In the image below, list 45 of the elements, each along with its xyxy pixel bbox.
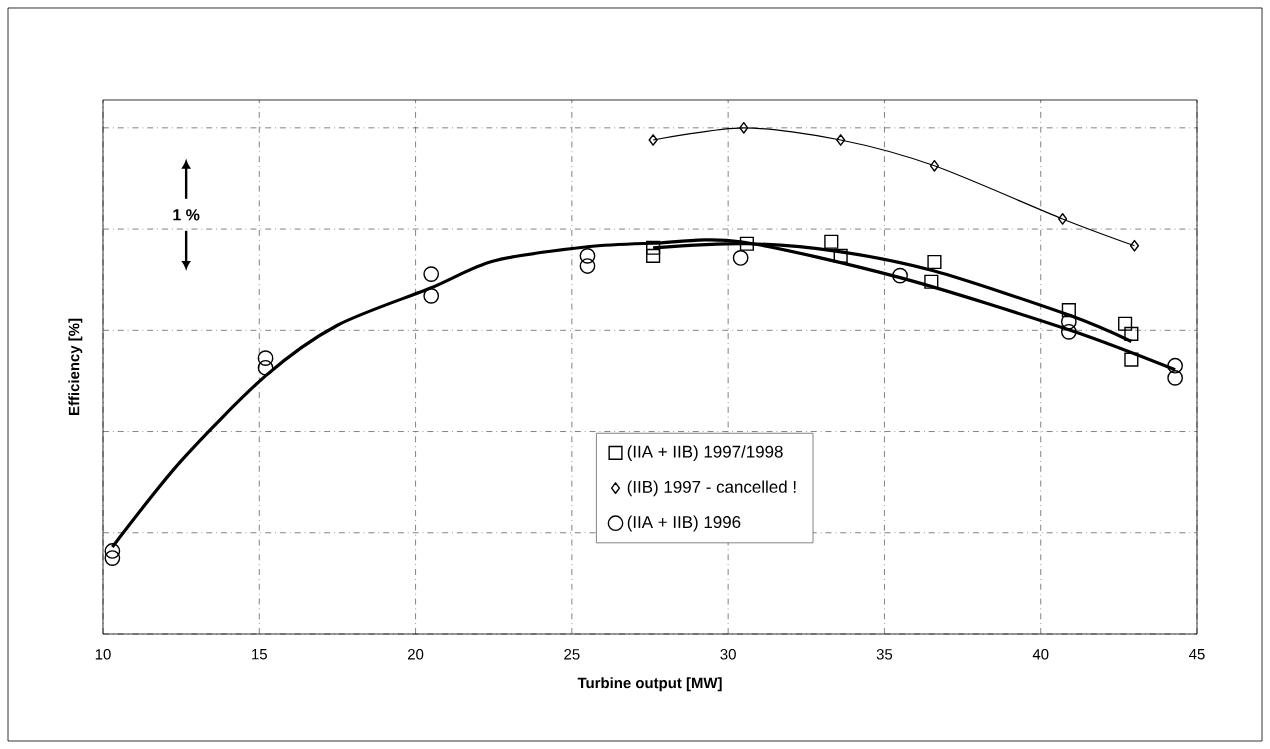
point <box>929 159 940 172</box>
x-tick-label: 45 <box>1189 649 1205 660</box>
point <box>1061 302 1076 318</box>
point <box>836 134 846 146</box>
point <box>648 134 658 146</box>
point <box>1058 213 1068 225</box>
x-tick-label: 40 <box>1032 649 1049 660</box>
point <box>833 248 848 263</box>
point <box>579 258 596 274</box>
point <box>739 236 754 251</box>
annotation: 1 % <box>173 209 200 221</box>
x-tick-label: 25 <box>564 649 580 660</box>
point <box>646 240 661 255</box>
point <box>423 266 440 282</box>
x-tick-label: 10 <box>95 649 111 660</box>
point <box>1118 316 1133 331</box>
point <box>104 550 121 566</box>
point <box>892 267 908 284</box>
point <box>1060 323 1077 340</box>
point <box>1124 326 1139 341</box>
x-tick-label: 30 <box>720 649 736 660</box>
point <box>257 359 274 376</box>
point <box>1124 352 1139 367</box>
x-axis-title: Turbine output [MW] <box>577 677 722 692</box>
point <box>1167 370 1183 386</box>
legend-label: (IIB) 1997 - cancelled ! <box>627 480 796 497</box>
x-tick-label: 15 <box>252 649 267 660</box>
point <box>1129 239 1140 252</box>
point <box>732 250 749 266</box>
point <box>579 248 596 264</box>
point <box>423 288 440 304</box>
point <box>824 234 839 249</box>
point <box>739 121 749 134</box>
point <box>1060 313 1077 330</box>
y-axis-title: Efficiency [%] <box>68 318 83 415</box>
legend-label: (IIA + IIB) 1996 <box>627 515 741 532</box>
point <box>1167 357 1183 374</box>
x-tick-label: 20 <box>408 649 424 660</box>
point <box>924 274 939 289</box>
x-tick-label: 35 <box>876 649 893 660</box>
point <box>257 350 274 367</box>
point <box>927 254 942 270</box>
point <box>646 248 661 263</box>
legend-label: (IIA + IIB) 1997/1998 <box>627 445 783 462</box>
point <box>104 543 121 559</box>
